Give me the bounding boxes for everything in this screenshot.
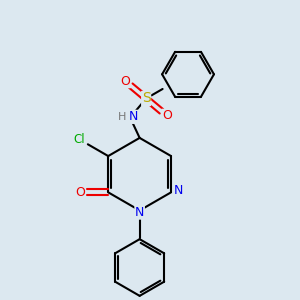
Text: O: O bbox=[121, 75, 130, 88]
Text: N: N bbox=[173, 184, 183, 197]
Text: O: O bbox=[75, 186, 85, 199]
Text: O: O bbox=[162, 109, 172, 122]
Text: S: S bbox=[142, 92, 151, 106]
Text: N: N bbox=[135, 206, 144, 219]
Text: Cl: Cl bbox=[73, 133, 85, 146]
Text: N: N bbox=[129, 110, 138, 123]
Text: H: H bbox=[118, 112, 126, 122]
